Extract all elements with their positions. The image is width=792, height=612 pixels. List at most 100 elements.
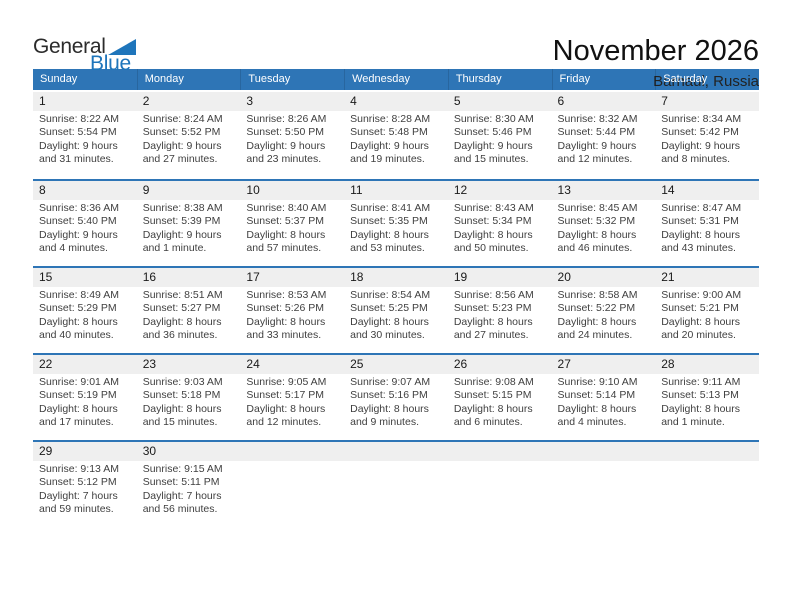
sunset-text: Sunset: 5:50 PM	[246, 126, 325, 139]
sunrise-text: Sunrise: 9:07 AM	[350, 376, 431, 388]
date-number: 1	[33, 92, 137, 111]
weekday-header-monday: Monday	[136, 69, 241, 90]
day-cell-empty	[447, 442, 552, 527]
day-cell-details: Sunrise: 8:49 AM Sunset: 5:29 PM Daylight:…	[33, 287, 137, 343]
general-blue-logo: General Blue	[33, 36, 136, 74]
date-number	[655, 442, 759, 461]
daylight-hours-text: Daylight: 8 hours	[453, 402, 533, 415]
sunrise-text: Sunrise: 8:22 AM	[39, 113, 119, 125]
date-number: 16	[136, 268, 241, 287]
sunset-text: Sunset: 5:29 PM	[39, 302, 117, 315]
daylight-hours-text: Daylight: 9 hours	[39, 139, 118, 152]
day-cell-12: 12 Sunrise: 8:43 AM Sunset: 5:34 PM Dayligh…	[447, 181, 552, 266]
sunrise-text: Sunrise: 8:45 AM	[557, 202, 638, 214]
week-row-4: 22 Sunrise: 9:01 AM Sunset: 5:19 PM Dayligh…	[33, 353, 759, 440]
sunrise-text: Sunrise: 8:36 AM	[39, 202, 119, 214]
day-cell-13: 13 Sunrise: 8:45 AM Sunset: 5:32 PM Dayligh…	[551, 181, 656, 266]
date-number: 30	[136, 442, 241, 461]
daylight-minutes-text: and 24 minutes.	[557, 329, 633, 342]
day-cell-details: Sunrise: 8:45 AM Sunset: 5:32 PM Daylight:…	[552, 200, 656, 256]
daylight-minutes-text: and 12 minutes.	[557, 153, 633, 166]
date-number: 29	[33, 442, 137, 461]
sunrise-text: Sunrise: 8:40 AM	[246, 202, 327, 214]
sunset-text: Sunset: 5:44 PM	[557, 126, 636, 139]
day-cell-30: 30 Sunrise: 9:15 AM Sunset: 5:11 PM Dayligh…	[136, 442, 241, 527]
day-cell-19: 19 Sunrise: 8:56 AM Sunset: 5:23 PM Dayligh…	[447, 268, 552, 353]
date-number	[240, 442, 345, 461]
sunset-text: Sunset: 5:14 PM	[557, 389, 636, 402]
daylight-hours-text: Daylight: 9 hours	[557, 139, 637, 152]
daylight-minutes-text: and 20 minutes.	[661, 329, 736, 342]
date-number: 13	[551, 181, 656, 200]
sunset-text: Sunset: 5:35 PM	[350, 215, 428, 228]
daylight-hours-text: Daylight: 8 hours	[557, 402, 637, 415]
day-cell-26: 26 Sunrise: 9:08 AM Sunset: 5:15 PM Dayligh…	[447, 355, 552, 440]
date-number: 20	[551, 268, 656, 287]
sunrise-text: Sunrise: 8:38 AM	[142, 202, 223, 214]
daylight-hours-text: Daylight: 9 hours	[142, 139, 222, 152]
sunset-text: Sunset: 5:15 PM	[453, 389, 532, 402]
daylight-hours-text: Daylight: 8 hours	[661, 228, 741, 241]
daylight-minutes-text: and 30 minutes.	[350, 329, 425, 342]
day-cell-3: 3 Sunrise: 8:26 AM Sunset: 5:50 PM Daylight…	[240, 92, 345, 179]
day-cell-details: Sunrise: 9:07 AM Sunset: 5:16 PM Daylight:…	[344, 374, 448, 430]
day-cell-details: Sunrise: 8:54 AM Sunset: 5:25 PM Daylight:…	[344, 287, 448, 343]
day-cell-22: 22 Sunrise: 9:01 AM Sunset: 5:19 PM Dayligh…	[33, 355, 137, 440]
date-number: 14	[655, 181, 759, 200]
day-cell-20: 20 Sunrise: 8:58 AM Sunset: 5:22 PM Dayligh…	[551, 268, 656, 353]
date-number	[447, 442, 552, 461]
sunrise-text: Sunrise: 8:56 AM	[453, 289, 534, 301]
day-cell-8: 8 Sunrise: 8:36 AM Sunset: 5:40 PM Daylight…	[33, 181, 137, 266]
date-number: 26	[447, 355, 552, 374]
daylight-minutes-text: and 31 minutes.	[39, 153, 114, 166]
sunset-text: Sunset: 5:46 PM	[453, 126, 532, 139]
sunrise-text: Sunrise: 8:32 AM	[557, 113, 638, 125]
sunset-text: Sunset: 5:42 PM	[661, 126, 739, 139]
day-cell-empty	[344, 442, 448, 527]
date-number	[551, 442, 656, 461]
daylight-minutes-text: and 46 minutes.	[557, 242, 633, 255]
day-cell-7: 7 Sunrise: 8:34 AM Sunset: 5:42 PM Daylight…	[655, 92, 759, 179]
day-cell-empty	[551, 442, 656, 527]
sunset-text: Sunset: 5:25 PM	[350, 302, 428, 315]
daylight-minutes-text: and 56 minutes.	[142, 503, 218, 516]
daylight-hours-text: Daylight: 8 hours	[142, 402, 222, 415]
sunrise-text: Sunrise: 9:10 AM	[557, 376, 638, 388]
daylight-hours-text: Daylight: 8 hours	[661, 315, 741, 328]
sunrise-text: Sunrise: 8:49 AM	[39, 289, 119, 301]
sunrise-text: Sunrise: 9:03 AM	[142, 376, 223, 388]
sunset-text: Sunset: 5:54 PM	[39, 126, 117, 139]
date-number: 15	[33, 268, 137, 287]
daylight-hours-text: Daylight: 8 hours	[557, 228, 637, 241]
day-cell-9: 9 Sunrise: 8:38 AM Sunset: 5:39 PM Daylight…	[136, 181, 241, 266]
sunrise-text: Sunrise: 8:24 AM	[142, 113, 223, 125]
date-number: 7	[655, 92, 759, 111]
sunrise-text: Sunrise: 9:00 AM	[661, 289, 742, 301]
daylight-minutes-text: and 15 minutes.	[453, 153, 529, 166]
logo-text-general: General	[33, 35, 106, 58]
daylight-minutes-text: and 27 minutes.	[453, 329, 529, 342]
sunset-text: Sunset: 5:48 PM	[350, 126, 428, 139]
sunrise-text: Sunrise: 8:47 AM	[661, 202, 742, 214]
day-cell-details: Sunrise: 8:30 AM Sunset: 5:46 PM Daylight:…	[448, 111, 552, 167]
logo-top-line: General	[33, 36, 136, 57]
sunset-text: Sunset: 5:52 PM	[142, 126, 221, 139]
daylight-minutes-text: and 40 minutes.	[39, 329, 114, 342]
day-cell-2: 2 Sunrise: 8:24 AM Sunset: 5:52 PM Daylight…	[136, 92, 241, 179]
sunset-text: Sunset: 5:13 PM	[661, 389, 739, 402]
weeks-container: 1 Sunrise: 8:22 AM Sunset: 5:54 PM Daylight…	[33, 92, 759, 527]
daylight-hours-text: Daylight: 8 hours	[350, 402, 429, 415]
daylight-hours-text: Daylight: 8 hours	[453, 228, 533, 241]
day-cell-29: 29 Sunrise: 9:13 AM Sunset: 5:12 PM Dayligh…	[33, 442, 137, 527]
weekday-header-saturday: Saturday	[655, 69, 759, 90]
sunset-text: Sunset: 5:31 PM	[661, 215, 739, 228]
day-cell-details: Sunrise: 8:36 AM Sunset: 5:40 PM Daylight:…	[33, 200, 137, 256]
day-cell-11: 11 Sunrise: 8:41 AM Sunset: 5:35 PM Dayligh…	[344, 181, 448, 266]
date-number: 25	[344, 355, 448, 374]
day-cell-5: 5 Sunrise: 8:30 AM Sunset: 5:46 PM Daylight…	[447, 92, 552, 179]
daylight-hours-text: Daylight: 8 hours	[246, 315, 326, 328]
day-cell-empty	[240, 442, 345, 527]
day-cell-details: Sunrise: 9:03 AM Sunset: 5:18 PM Daylight:…	[137, 374, 241, 430]
date-number: 4	[344, 92, 448, 111]
day-cell-details: Sunrise: 8:43 AM Sunset: 5:34 PM Daylight:…	[448, 200, 552, 256]
